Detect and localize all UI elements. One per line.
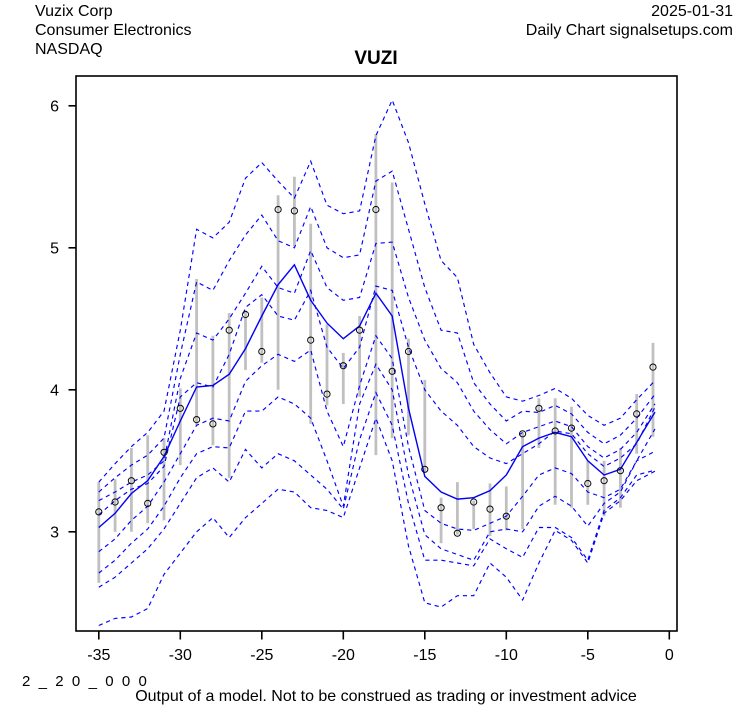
svg-text:-25: -25 xyxy=(250,647,273,664)
svg-text:-30: -30 xyxy=(169,647,192,664)
svg-text:-10: -10 xyxy=(495,647,518,664)
svg-text:-35: -35 xyxy=(87,647,110,664)
svg-text:-5: -5 xyxy=(581,647,595,664)
svg-text:-20: -20 xyxy=(332,647,355,664)
svg-text:3: 3 xyxy=(50,524,59,541)
svg-text:0: 0 xyxy=(665,647,674,664)
svg-text:-15: -15 xyxy=(413,647,436,664)
svg-text:4: 4 xyxy=(50,382,59,399)
svg-text:5: 5 xyxy=(50,240,59,257)
svg-text:6: 6 xyxy=(50,98,59,115)
